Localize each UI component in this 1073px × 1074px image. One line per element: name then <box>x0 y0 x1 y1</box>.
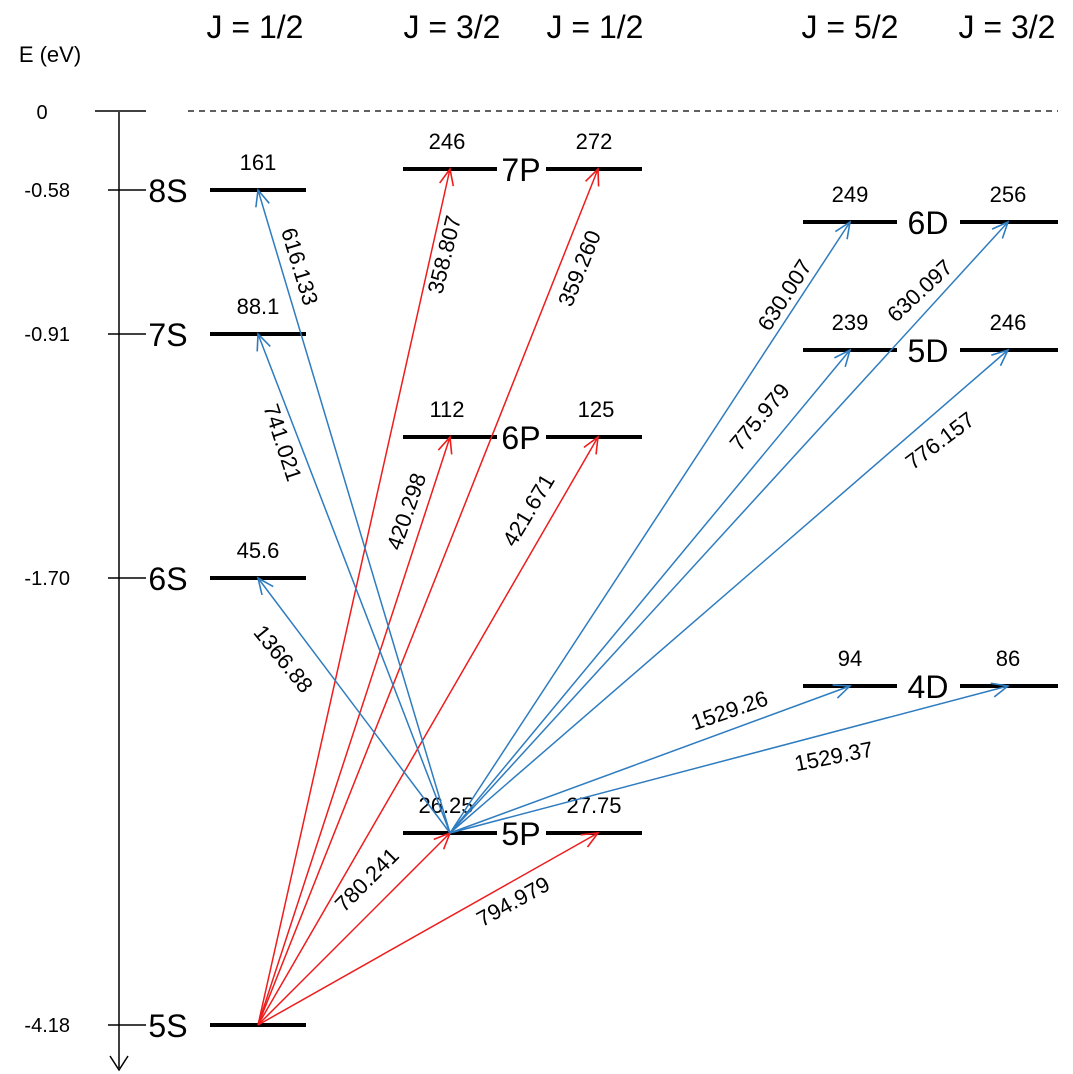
state-label-5d: 5D <box>908 333 949 369</box>
state-label-4d: 4D <box>908 669 949 705</box>
wavelength-776: 776.157 <box>901 407 980 475</box>
level-value-6d-j52: 249 <box>832 182 869 207</box>
state-label-6s: 6S <box>148 561 187 597</box>
j-header-d32: J = 3/2 <box>959 9 1056 45</box>
state-label-8s: 8S <box>148 173 187 209</box>
transition-5s-7p32 <box>257 167 455 1026</box>
j-header-p12: J = 1/2 <box>547 9 644 45</box>
transition-5p-6d32 <box>449 220 1010 834</box>
wavelength-1366: 1366.88 <box>249 620 318 698</box>
level-value-7p-j12: 272 <box>576 129 613 154</box>
tick-label-0: 0 <box>36 102 47 124</box>
level-value-6d-j32: 256 <box>990 182 1027 207</box>
wavelength-358: 358.807 <box>423 213 466 296</box>
level-value-5d-j52: 239 <box>832 310 869 335</box>
j-header-p32: J = 3/2 <box>404 9 501 45</box>
state-label-7s: 7S <box>148 317 187 353</box>
tick-label-418: -4.18 <box>24 1015 70 1037</box>
tick-label-170: -1.70 <box>24 568 70 590</box>
transition-5p-4d52 <box>449 684 852 834</box>
transition-5p-7s <box>256 332 451 834</box>
tick-label-058: -0.58 <box>24 180 70 202</box>
level-value-6s: 45.6 <box>237 538 280 563</box>
level-value-6p-j32: 112 <box>429 397 464 422</box>
wavelength-420: 420.298 <box>382 470 432 553</box>
transition-5s-6p12 <box>257 435 599 1026</box>
transition-5p-8s <box>255 188 451 834</box>
state-label-7p: 7P <box>501 152 540 188</box>
wavelength-421: 421.671 <box>497 470 559 551</box>
level-value-5d-j32: 246 <box>990 310 1027 335</box>
level-value-7s: 88.1 <box>237 294 280 319</box>
j-header-d52: J = 5/2 <box>802 9 899 45</box>
transition-5p-6s <box>256 576 451 834</box>
tick-label-091: -0.91 <box>24 324 70 346</box>
transition-5s-7p12 <box>257 167 600 1026</box>
blue-transitions <box>255 188 1010 834</box>
wavelength-780: 780.241 <box>330 843 404 917</box>
wavelength-616: 616.133 <box>276 225 323 308</box>
level-value-4d-j32: 86 <box>996 646 1020 671</box>
state-label-6d: 6D <box>908 205 949 241</box>
energy-axis-title: E (eV) <box>19 42 81 67</box>
state-label-5p: 5P <box>501 816 540 852</box>
level-value-5p-j12: 27.75 <box>566 793 621 818</box>
wavelength-1529b: 1529.37 <box>792 736 875 776</box>
transition-5p-4d32 <box>449 682 1010 834</box>
transition-5p-5d32 <box>449 348 1010 834</box>
transition-5s-6p32 <box>257 435 453 1026</box>
wavelength-359: 359.260 <box>553 227 606 310</box>
transition-5s-5p32 <box>257 831 452 1026</box>
level-value-4d-j52: 94 <box>838 646 862 671</box>
red-transitions <box>257 167 600 1026</box>
level-value-8s: 161 <box>240 150 277 175</box>
level-value-5p-j32: 26.25 <box>418 793 473 818</box>
level-value-6p-j12: 125 <box>578 397 615 422</box>
state-label-5s: 5S <box>148 1008 187 1044</box>
level-value-7p-j32: 246 <box>429 129 466 154</box>
transition-5p-5d52 <box>449 348 852 834</box>
wavelength-1529a: 1529.26 <box>688 686 771 736</box>
transition-5s-5p12 <box>257 832 600 1026</box>
j-header-s: J = 1/2 <box>207 9 304 45</box>
wavelength-775: 775.979 <box>725 378 795 455</box>
state-label-6p: 6P <box>501 420 540 456</box>
energy-axis-arrowhead <box>109 1055 129 1072</box>
transition-5p-6d52 <box>449 220 852 834</box>
